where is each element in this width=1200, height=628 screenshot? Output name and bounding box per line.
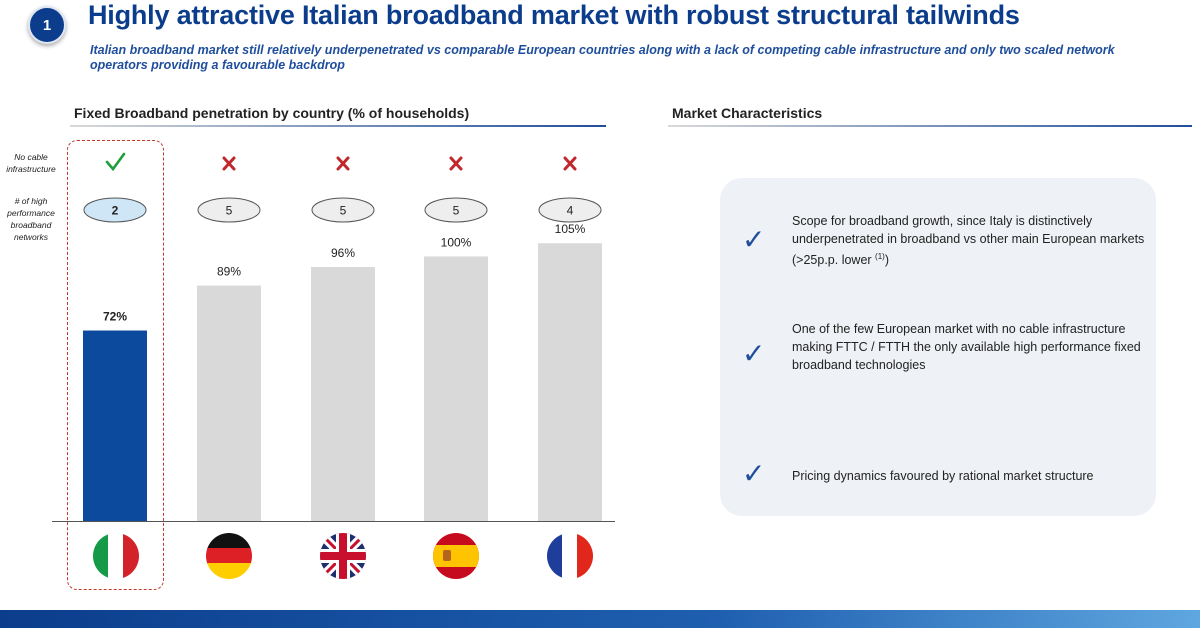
value-label-spain: 100% [441, 235, 472, 249]
no-cable-row-label: No cable infrastructure [6, 152, 56, 174]
network-count-value: 4 [567, 204, 574, 218]
checkmark-icon: ✓ [742, 458, 766, 489]
spain-flag-icon [433, 533, 479, 579]
france-flag-icon [547, 533, 593, 579]
cross-icon [222, 156, 236, 171]
penetration-bar-chart: 72% 2 89% 5 96% 5 100% 5 105% 4 [52, 152, 615, 522]
bar-germany [197, 285, 261, 521]
market-characteristics-heading: Market Characteristics [672, 105, 823, 121]
market-characteristics-panel: ✓ Scope for broadband growth, since Ital… [720, 178, 1156, 516]
page-title: Highly attractive Italian broadband mark… [88, 0, 1020, 30]
chart-heading: Fixed Broadband penetration by country (… [74, 105, 470, 121]
network-count-pill [83, 197, 147, 223]
checkmark-icon: ✓ [742, 338, 766, 369]
check-icon [105, 152, 126, 172]
network-count-pill [311, 197, 375, 223]
value-label-italy: 72% [103, 310, 127, 324]
networks-row-label: # of high performance broadband networks [7, 196, 55, 242]
network-count-pill [197, 197, 261, 223]
market-heading-rule [668, 125, 1192, 127]
network-count-pill [424, 197, 488, 223]
value-label-france: 105% [555, 222, 586, 236]
characteristic-text: One of the few European market with no c… [792, 322, 1141, 372]
italy-highlight-box [67, 140, 164, 590]
network-count-value: 5 [340, 204, 347, 218]
uk-flag-icon [320, 533, 366, 579]
page-subtitle: Italian broadband market still relativel… [90, 43, 1115, 72]
italy-flag-icon [93, 533, 139, 579]
section-number-badge: 1 [28, 6, 66, 44]
footer-band [0, 610, 1200, 628]
value-label-germany: 89% [217, 265, 241, 279]
chart-heading-rule [70, 125, 606, 127]
characteristic-text: Pricing dynamics favoured by rational ma… [792, 469, 1094, 483]
cross-icon [336, 156, 350, 171]
checkmark-icon: ✓ [742, 224, 766, 255]
network-count-value: 5 [453, 204, 460, 218]
bar-uk [311, 267, 375, 521]
bar-italy [83, 330, 147, 521]
bar-france [538, 243, 602, 521]
cross-icon [563, 156, 577, 171]
network-count-value: 2 [112, 204, 119, 218]
value-label-uk: 96% [331, 246, 355, 260]
network-count-value: 5 [226, 204, 233, 218]
network-count-pill [538, 197, 602, 223]
germany-flag-icon [206, 533, 252, 579]
bar-spain [424, 256, 488, 521]
cross-icon [449, 156, 463, 171]
characteristic-text: Scope for broadband growth, since Italy … [792, 214, 1145, 268]
